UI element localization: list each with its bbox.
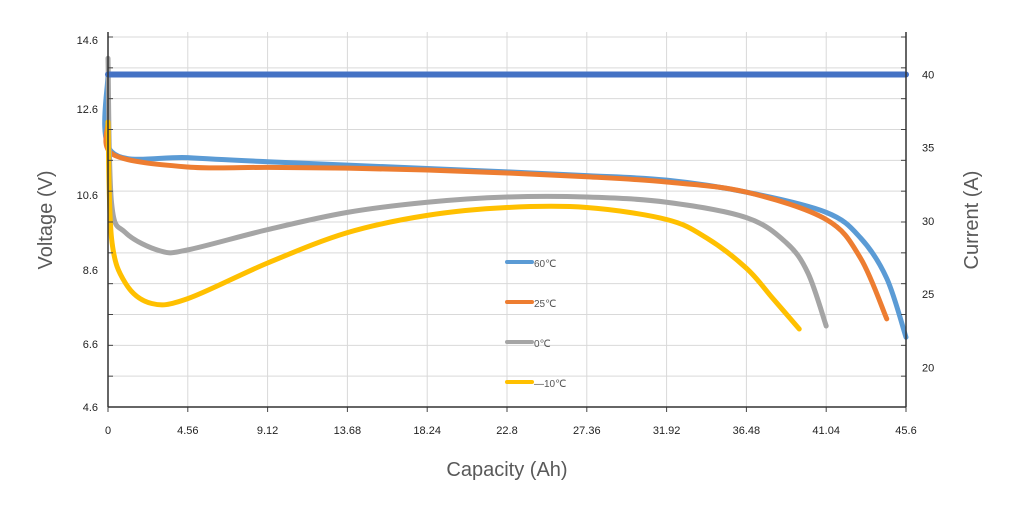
x-tick-label: 4.56: [177, 425, 198, 437]
legend-label: 60℃: [534, 259, 556, 270]
x-tick-label: 18.24: [413, 425, 441, 437]
y-axis-label: Voltage (V): [35, 171, 57, 270]
y-tick-label: 14.6: [77, 35, 98, 47]
series-group: [102, 55, 909, 340]
x-tick-label: 41.04: [812, 425, 840, 437]
x-tick-label: 27.36: [573, 425, 601, 437]
y2-tick-label: 20: [922, 362, 934, 374]
x-tick-label: 0: [105, 425, 111, 437]
x-tick-label: 36.48: [733, 425, 761, 437]
x-tick-label: 9.12: [257, 425, 278, 437]
y-tick-label: 10.6: [77, 190, 98, 202]
axes: 0 4.56 9.12 13.68 18.24 22.8 27.36 31.92 36.48 41…: [77, 32, 934, 437]
x-tick-label: 45.6: [895, 425, 916, 437]
y-tick-label: 4.6: [83, 402, 98, 414]
series-line-1: [103, 119, 890, 322]
legend-label: 0℃: [534, 339, 551, 350]
x-tick-label: 31.92: [653, 425, 681, 437]
x-tick-label: 22.8: [496, 425, 517, 437]
y2-tick-label: 25: [922, 289, 934, 301]
y2-tick-label: 35: [922, 143, 934, 155]
series-line-2: [105, 55, 829, 329]
y2-axis-label: Current (A): [961, 171, 983, 270]
y-tick-label: 12.6: [77, 104, 98, 116]
legend: 60℃ 25℃ 0℃ —10℃: [505, 259, 566, 390]
series-line-3: [105, 119, 802, 332]
x-axis-label: Capacity (Ah): [446, 459, 567, 481]
x-tick-label: 13.68: [334, 425, 362, 437]
legend-label: —10℃: [534, 379, 566, 390]
y-tick-label: 6.6: [83, 339, 98, 351]
grid: [108, 32, 907, 408]
y-tick-label: 8.6: [83, 265, 98, 277]
y2-tick-label: 30: [922, 216, 934, 228]
y2-tick-label: 40: [922, 69, 934, 81]
legend-label: 25℃: [534, 299, 556, 310]
